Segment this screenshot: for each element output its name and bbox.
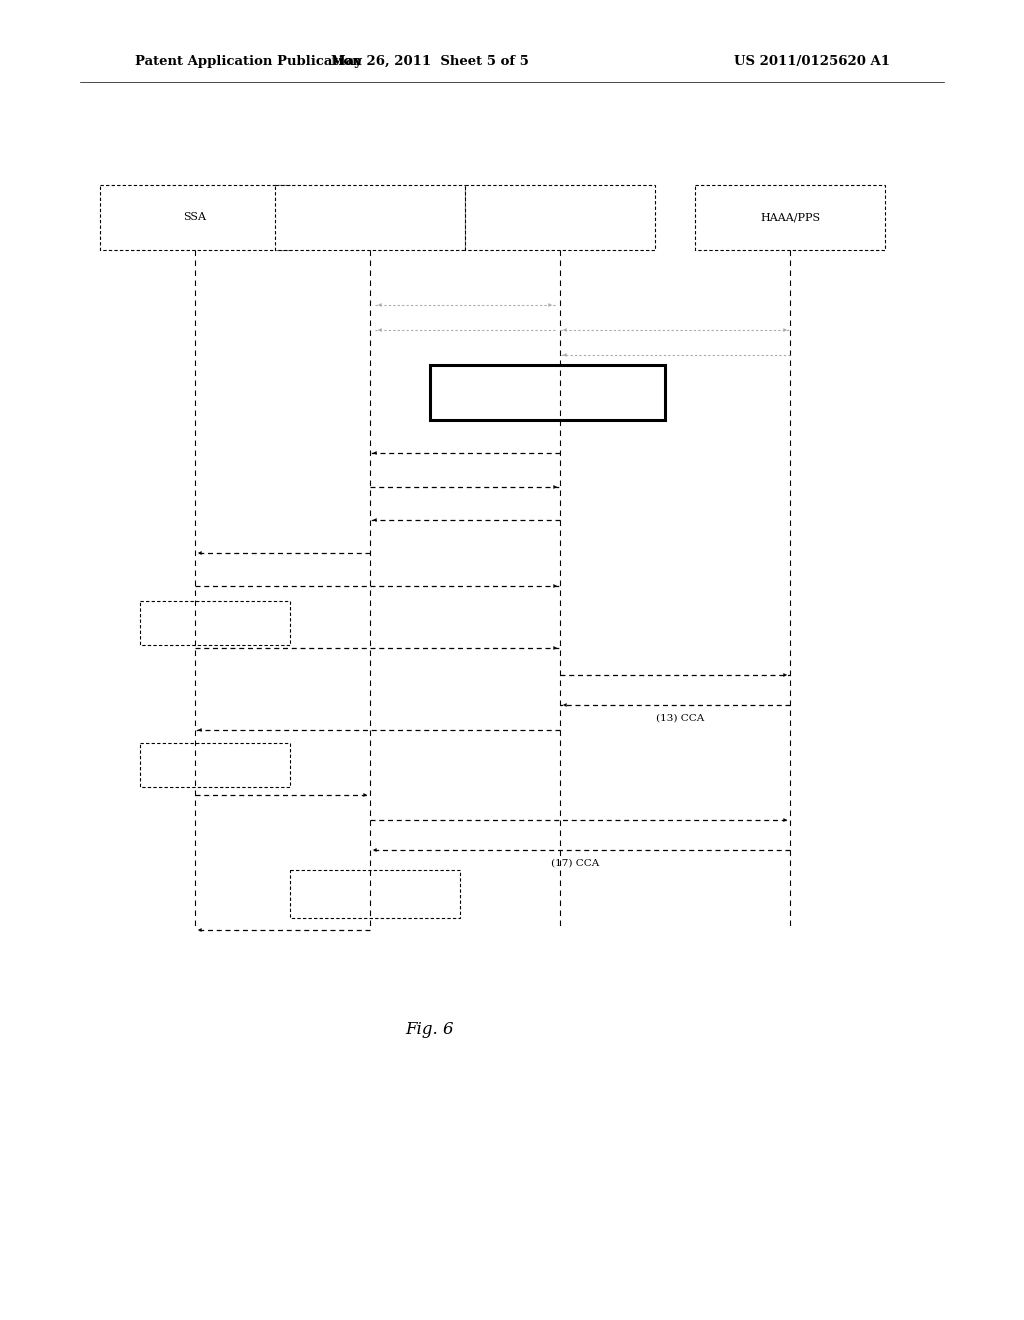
Text: Fig. 6: Fig. 6 <box>406 1022 455 1039</box>
Bar <box>695 185 885 249</box>
Text: SSA: SSA <box>183 213 207 223</box>
Text: May 26, 2011  Sheet 5 of 5: May 26, 2011 Sheet 5 of 5 <box>331 55 529 69</box>
Bar <box>100 185 290 249</box>
Bar <box>275 185 465 249</box>
Text: HAAA/PPS: HAAA/PPS <box>760 213 820 223</box>
Text: US 2011/0125620 A1: US 2011/0125620 A1 <box>734 55 890 69</box>
Bar <box>290 870 460 917</box>
Bar <box>140 601 290 645</box>
Text: (17) CCA: (17) CCA <box>551 858 599 867</box>
Text: (13) CCA: (13) CCA <box>656 714 705 722</box>
Bar <box>140 743 290 787</box>
Bar <box>430 366 665 420</box>
Bar <box>465 185 655 249</box>
Text: Patent Application Publication: Patent Application Publication <box>135 55 361 69</box>
